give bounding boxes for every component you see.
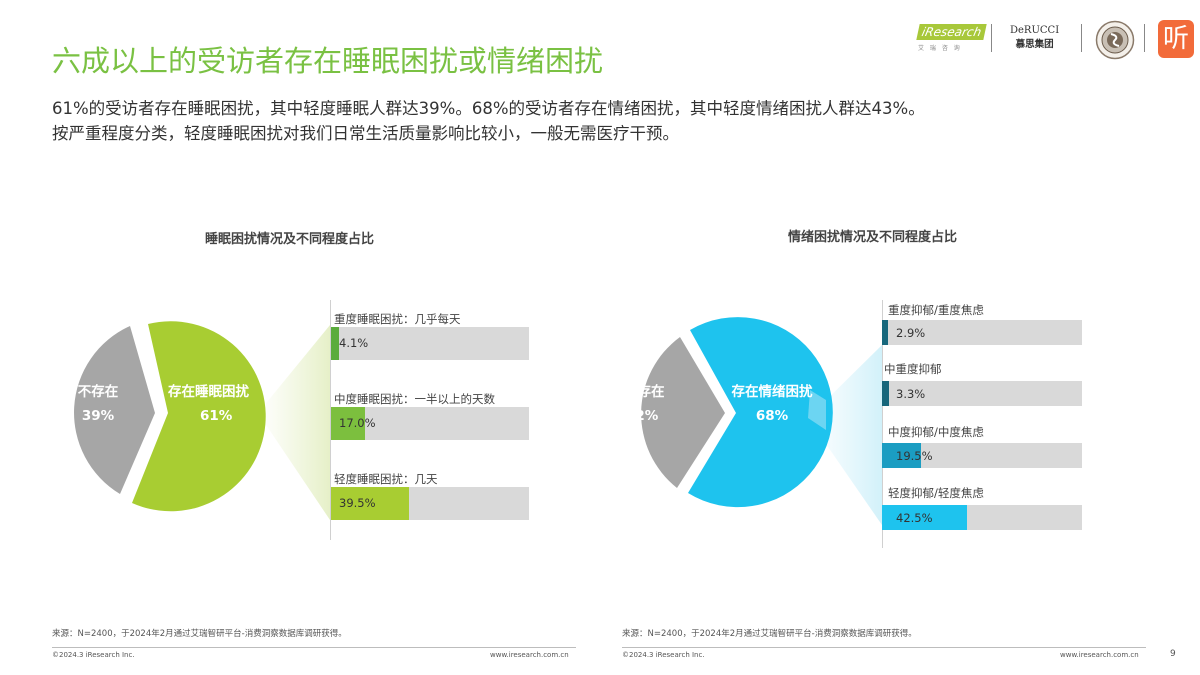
emotion-pie-label-none: 不存在 32% xyxy=(630,384,665,424)
sleep-pie-slice-none xyxy=(74,326,155,494)
emotion-bar-moderate-severe: 3.3% xyxy=(882,381,1082,406)
emotion-pie-slice-none xyxy=(641,337,725,488)
emotion-chart-title: 情绪困扰情况及不同程度占比 xyxy=(788,230,958,245)
emotion-connector-fan xyxy=(808,345,882,525)
sleep-bar-row: 中度睡眠困扰：一半以上的天数 17.0% xyxy=(331,388,529,468)
logo-divider xyxy=(1144,24,1145,52)
summary-paragraph: 61%的受访者存在睡眠困扰，其中轻度睡眠人群达39%。68%的受访者存在情绪困扰… xyxy=(52,99,925,143)
emotion-bar-row: 重度抑郁/重度焦虑 2.9% xyxy=(882,300,1082,361)
copyright-left: ©2024.3 iResearch Inc. xyxy=(52,651,135,659)
emotion-pie-slice-yes xyxy=(688,317,833,508)
sleep-pie-chart xyxy=(74,300,331,540)
emotion-bar-severe: 2.9% xyxy=(882,320,1082,345)
sleep-bar-row: 轻度睡眠困扰：几天 39.5% xyxy=(331,468,529,548)
sleep-connector-fan xyxy=(258,325,330,520)
derucci-logo: DeRUCCI 慕思集团 xyxy=(1010,25,1060,50)
footer-divider-right xyxy=(622,647,1146,648)
sleep-bar-mild: 39.5% xyxy=(331,487,529,520)
sleep-breakdown-bars: 重度睡眠困扰：几乎每天 4.1% 中度睡眠困扰：一半以上的天数 17.0% 轻度… xyxy=(331,308,529,548)
logo-divider xyxy=(991,24,992,52)
circular-seal-logo xyxy=(1095,20,1135,64)
emotion-breakdown-bars: 重度抑郁/重度焦虑 2.9% 中重度抑郁 3.3% 中度抑郁/中度焦虑 19.5… xyxy=(882,300,1082,544)
footer-divider-left xyxy=(52,647,576,648)
sleep-bar-severe: 4.1% xyxy=(331,327,529,360)
page-title: 六成以上的受访者存在睡眠困扰或情绪困扰 xyxy=(52,44,604,78)
sleep-pie-label-yes: 存在睡眠困扰 61% xyxy=(168,384,249,424)
sleep-bar-moderate: 17.0% xyxy=(331,407,529,440)
emotion-bar-row: 中度抑郁/中度焦虑 19.5% xyxy=(882,422,1082,483)
url-left[interactable]: www.iresearch.com.cn xyxy=(490,651,569,659)
sleep-bar-row: 重度睡眠困扰：几乎每天 4.1% xyxy=(331,308,529,388)
emotion-pie-label-yes: 存在情绪困扰 68% xyxy=(731,384,813,424)
ting-logo: 听 xyxy=(1158,20,1194,58)
emotion-bar-moderate: 19.5% xyxy=(882,443,1082,468)
iresearch-logo: iResearch 艾 瑞 咨 询 xyxy=(916,24,987,52)
sleep-pie-label-none: 不存在 39% xyxy=(77,384,119,424)
emotion-bar-row: 中重度抑郁 3.3% xyxy=(882,361,1082,422)
source-note-right: 来源：N=2400，于2024年2月通过艾瑞智研平台-消费洞察数据库调研获得。 xyxy=(622,629,917,639)
sleep-pie-slice-yes xyxy=(132,321,266,512)
url-right[interactable]: www.iresearch.com.cn xyxy=(1060,651,1139,659)
emotion-bar-row: 轻度抑郁/轻度焦虑 42.5% xyxy=(882,483,1082,544)
emotion-bar-mild: 42.5% xyxy=(882,505,1082,530)
sleep-chart-title: 睡眠困扰情况及不同程度占比 xyxy=(205,232,375,247)
logo-divider xyxy=(1081,24,1082,52)
page-number: 9 xyxy=(1170,649,1176,659)
header-logos: iResearch 艾 瑞 咨 询 DeRUCCI 慕思集团 听 xyxy=(916,18,1198,66)
source-note-left: 来源：N=2400，于2024年2月通过艾瑞智研平台-消费洞察数据库调研获得。 xyxy=(52,629,347,639)
copyright-right: ©2024.3 iResearch Inc. xyxy=(622,651,705,659)
emotion-pie-chart xyxy=(641,300,883,548)
